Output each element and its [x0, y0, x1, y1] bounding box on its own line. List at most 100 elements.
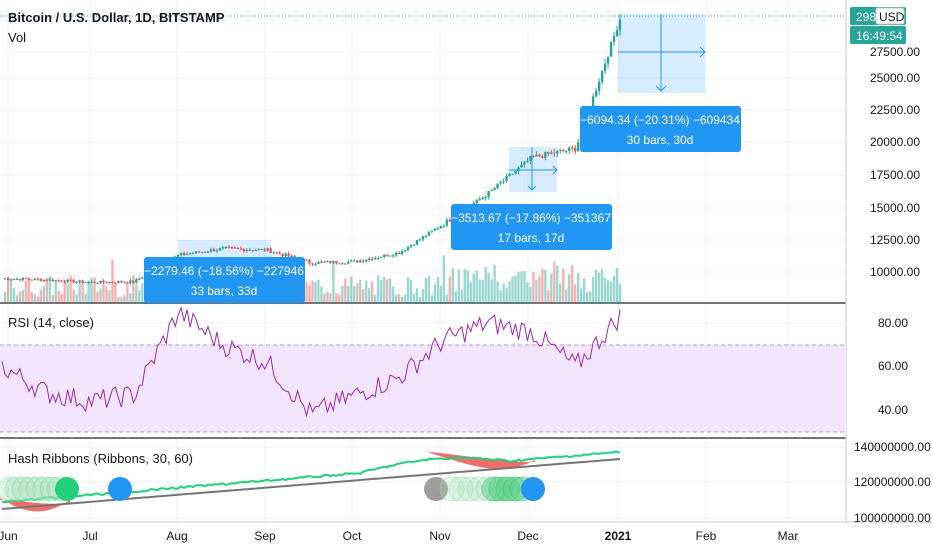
hash-ribbons-label[interactable]: Hash Ribbons (Ribbons, 30, 60) — [8, 451, 193, 466]
candle-body — [215, 250, 219, 252]
price-tick: 22500.00 — [870, 103, 920, 117]
volume-bar — [93, 277, 96, 303]
volume-bar — [400, 296, 404, 303]
price-tick: 15000.00 — [870, 201, 920, 215]
volume-bar — [585, 292, 589, 303]
volume-bar — [436, 276, 440, 303]
candle-body — [93, 281, 96, 283]
candle-body — [176, 254, 180, 257]
volume-bar — [305, 281, 308, 303]
candle-body — [284, 253, 287, 257]
candle-body — [135, 279, 138, 283]
hash-axis: 140000000.00 120000000.00 100000000.00 — [854, 440, 931, 525]
volume-bar — [463, 268, 466, 303]
candle-body — [114, 282, 117, 284]
volume-bar — [120, 296, 123, 303]
candle-body — [544, 151, 547, 158]
candle-body — [248, 249, 251, 251]
volume-bar — [451, 268, 455, 303]
volume-bar — [415, 288, 419, 303]
time-tick: 2021 — [605, 529, 632, 543]
candle-body — [353, 260, 356, 262]
candle-body — [344, 263, 347, 265]
volume-bar — [132, 275, 135, 303]
candle-body — [81, 280, 84, 283]
measurement-label-2[interactable]: −3513.67 (−17.86%) −351367 17 bars, 17d — [451, 204, 612, 250]
candle-body — [532, 156, 535, 158]
volume-bar — [12, 287, 16, 303]
volume-bar — [391, 286, 395, 303]
volume-bar — [33, 294, 37, 303]
candle-body — [293, 255, 296, 258]
candle-body — [612, 35, 616, 42]
candle-body — [48, 279, 51, 281]
measurement-label-3[interactable]: −6094.34 (−20.31%) −609434 30 bars, 30d — [580, 106, 741, 152]
volume-bar — [469, 281, 472, 303]
candle-body — [87, 282, 90, 284]
candle-body — [257, 248, 260, 250]
candle-body — [535, 154, 538, 157]
volume-bar — [341, 285, 344, 303]
candle-body — [54, 280, 57, 282]
candle-body — [120, 281, 123, 283]
currency-text: USD — [879, 10, 905, 24]
volume-bar — [126, 282, 129, 303]
volume-bar — [397, 294, 401, 303]
measurement-3-line2: 30 bars, 30d — [627, 133, 694, 147]
volume-bar — [326, 291, 329, 303]
volume-bar — [427, 275, 431, 303]
volume-bar — [362, 289, 365, 303]
rsi-label[interactable]: RSI (14, close) — [8, 315, 94, 330]
volume-bar — [359, 279, 362, 303]
time-tick: Dec — [517, 529, 538, 543]
candle-body — [538, 154, 541, 157]
candle-body — [609, 41, 613, 57]
candle-body — [96, 282, 99, 284]
volume-bar — [403, 294, 407, 303]
candle-body — [308, 260, 311, 264]
volume-bar — [335, 293, 338, 303]
candle-body — [397, 252, 401, 254]
hash-ribbon-slow-line — [1, 458, 621, 510]
volume-bar — [526, 282, 529, 303]
candle-body — [394, 252, 398, 256]
measurement-label-1[interactable]: −2279.46 (−18.56%) −227946 33 bars, 33d — [144, 257, 305, 303]
candle-body — [382, 254, 386, 257]
candle-body — [206, 251, 210, 253]
volume-bar — [562, 268, 565, 303]
candle-body — [251, 249, 254, 251]
time-tick: Feb — [696, 529, 717, 543]
volume-bar — [421, 289, 425, 303]
candle-body — [591, 96, 595, 109]
volume-bar — [603, 277, 607, 303]
candle-body — [260, 248, 263, 250]
measurement-1-line2: 33 bars, 33d — [191, 284, 258, 298]
volume-bar — [478, 279, 481, 303]
candle-body — [400, 251, 404, 254]
candle-body — [90, 281, 93, 283]
candle-body — [42, 279, 45, 281]
volume-bar — [72, 289, 75, 303]
rsi-tick: 40.00 — [878, 403, 908, 417]
volume-bar — [376, 275, 380, 303]
volume-bar — [102, 283, 105, 303]
volume-bar — [556, 265, 559, 303]
candle-body — [574, 147, 577, 152]
candle-body — [514, 170, 517, 174]
volume-bar — [99, 289, 102, 303]
candle-body — [224, 246, 228, 248]
candle-body — [347, 261, 350, 264]
volume-bar — [597, 272, 601, 303]
buy-signal-circle — [108, 477, 132, 501]
hash-ribbon-fast-line — [1, 450, 621, 504]
chart-title[interactable]: Bitcoin / U.S. Dollar, 1D, BITSTAMP — [8, 10, 225, 25]
volume-bar — [323, 293, 326, 303]
time-tick: Jul — [82, 529, 97, 543]
currency-badge[interactable] — [875, 7, 905, 25]
candle-body — [368, 258, 371, 261]
volume-bar — [365, 280, 368, 303]
volume-bar — [379, 279, 383, 303]
candle-body — [520, 164, 523, 168]
hash-tick: 120000000.00 — [854, 475, 931, 489]
